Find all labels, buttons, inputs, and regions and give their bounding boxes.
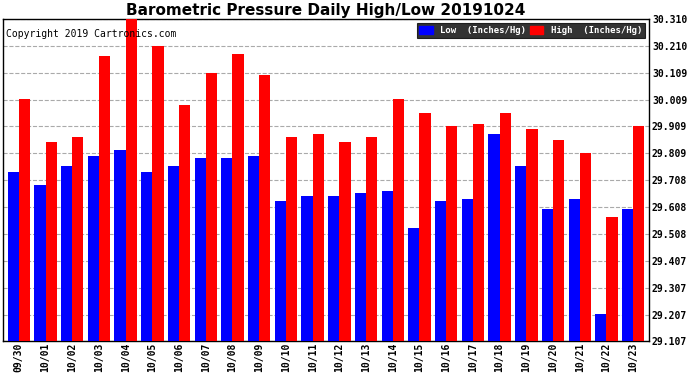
Bar xyxy=(8,172,19,342)
Bar xyxy=(569,199,580,342)
Bar xyxy=(446,126,457,342)
Bar xyxy=(168,166,179,342)
Bar xyxy=(286,137,297,342)
Bar xyxy=(339,142,351,342)
Bar xyxy=(115,150,126,342)
Bar xyxy=(46,142,57,342)
Bar xyxy=(179,105,190,342)
Bar xyxy=(408,228,420,342)
Bar xyxy=(313,134,324,342)
Bar xyxy=(152,46,164,342)
Bar xyxy=(633,126,644,342)
Bar xyxy=(435,201,446,342)
Bar xyxy=(473,123,484,342)
Bar xyxy=(19,99,30,342)
Bar xyxy=(382,190,393,342)
Bar xyxy=(233,54,244,342)
Bar xyxy=(553,140,564,342)
Bar xyxy=(580,153,591,342)
Bar xyxy=(259,75,270,342)
Bar xyxy=(61,166,72,342)
Bar xyxy=(595,314,607,342)
Bar xyxy=(99,57,110,342)
Bar xyxy=(607,217,618,342)
Bar xyxy=(248,156,259,342)
Legend: Low  (Inches/Hg), High  (Inches/Hg): Low (Inches/Hg), High (Inches/Hg) xyxy=(417,24,644,38)
Bar xyxy=(206,73,217,342)
Title: Barometric Pressure Daily High/Low 20191024: Barometric Pressure Daily High/Low 20191… xyxy=(126,3,526,18)
Bar xyxy=(34,185,46,342)
Bar xyxy=(622,209,633,342)
Bar xyxy=(526,129,538,342)
Bar xyxy=(542,209,553,342)
Bar xyxy=(393,99,404,342)
Bar xyxy=(355,193,366,342)
Bar xyxy=(88,156,99,342)
Bar xyxy=(366,137,377,342)
Bar xyxy=(275,201,286,342)
Bar xyxy=(72,137,83,342)
Bar xyxy=(420,113,431,342)
Bar xyxy=(462,199,473,342)
Bar xyxy=(328,196,339,342)
Bar xyxy=(126,19,137,342)
Text: Copyright 2019 Cartronics.com: Copyright 2019 Cartronics.com xyxy=(6,28,177,39)
Bar xyxy=(515,166,526,342)
Bar xyxy=(489,134,500,342)
Bar xyxy=(141,172,152,342)
Bar xyxy=(195,158,206,342)
Bar xyxy=(500,113,511,342)
Bar xyxy=(302,196,313,342)
Bar xyxy=(221,158,233,342)
